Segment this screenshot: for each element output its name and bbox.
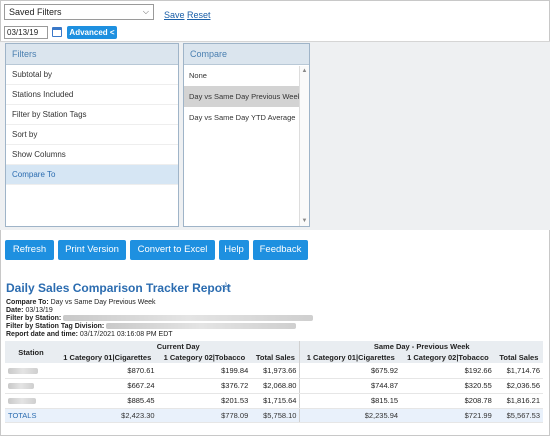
col-cat1-previous[interactable]: 1 Category 01|Cigarettes <box>299 352 402 363</box>
col-total-previous[interactable]: Total Sales <box>494 352 543 363</box>
meta-date-label: Date: <box>6 307 24 314</box>
advanced-toggle-button[interactable]: Advanced < <box>67 26 117 39</box>
saved-filters-select[interactable]: Saved Filters ⌵ <box>4 4 154 20</box>
redacted-value <box>8 383 34 390</box>
filters-panel-title: Filters <box>6 44 178 65</box>
compare-panel-title: Compare <box>184 44 309 65</box>
col-cat1-current[interactable]: 1 Category 01|Cigarettes <box>57 352 158 363</box>
total-ptotal: $5,567.53 <box>494 407 543 423</box>
cell-c1: $870.61 <box>57 363 158 379</box>
filter-item-sort-by[interactable]: Sort by <box>6 125 178 145</box>
totals-row: TOTALS $2,423.30 $778.09 $5,758.10 $2,23… <box>5 407 543 423</box>
total-p2: $721.99 <box>401 407 495 423</box>
meta-filter-tag: Filter by Station Tag Division: <box>6 323 297 331</box>
cell-ptotal: $1,816.21 <box>494 393 543 409</box>
col-cat2-current[interactable]: 1 Category 02|Tobacco <box>157 352 252 363</box>
meta-datetime-label: Report date and time: <box>6 331 78 338</box>
cell-total: $1,715.64 <box>251 393 300 409</box>
cell-total: $2,068.80 <box>251 378 300 394</box>
cell-p2: $192.66 <box>401 363 495 379</box>
chevron-down-icon: ⌵ <box>142 7 149 16</box>
total-c1: $2,423.30 <box>57 407 158 423</box>
station-cell <box>5 393 57 409</box>
cell-ptotal: $1,714.76 <box>494 363 543 379</box>
filters-panel: Filters Subtotal by Stations Included Fi… <box>5 43 179 227</box>
cell-c2: $376.72 <box>157 378 252 394</box>
table-row: $667.24 $376.72 $2,068.80 $744.87 $320.5… <box>5 378 543 394</box>
redacted-value <box>63 315 314 322</box>
total-total: $5,758.10 <box>251 407 300 423</box>
col-total-current[interactable]: Total Sales <box>251 352 300 363</box>
redacted-value <box>8 398 36 405</box>
cell-c2: $199.84 <box>157 363 252 379</box>
cell-c2: $201.53 <box>157 393 252 409</box>
meta-report-datetime: Report date and time: 03/17/2021 03:16:0… <box>6 331 173 339</box>
total-c2: $778.09 <box>157 407 252 423</box>
current-day-header: Current Day <box>57 341 300 352</box>
calendar-icon[interactable] <box>52 27 62 37</box>
scroll-down-icon[interactable]: ▼ <box>301 218 308 224</box>
filter-item-compare-to[interactable]: Compare To <box>6 165 178 185</box>
date-input[interactable]: 03/13/19 <box>4 26 48 39</box>
totals-label: TOTALS <box>5 407 57 423</box>
filter-item-show-columns[interactable]: Show Columns <box>6 145 178 165</box>
station-cell <box>5 363 57 379</box>
table-row: $885.45 $201.53 $1,715.64 $815.15 $208.7… <box>5 393 543 409</box>
compare-scrollbar[interactable]: ▲ ▼ <box>299 66 309 226</box>
report-title: Daily Sales Comparison Tracker Report <box>6 281 231 295</box>
refresh-button[interactable]: Refresh <box>5 240 54 260</box>
meta-date-value: 03/13/19 <box>25 307 53 314</box>
meta-compare-label: Compare To: <box>6 299 49 306</box>
print-version-button[interactable]: Print Version <box>58 240 126 260</box>
cell-p2: $320.55 <box>401 378 495 394</box>
compare-option-none[interactable]: None <box>189 71 207 80</box>
filter-item-subtotal-by[interactable]: Subtotal by <box>6 65 178 85</box>
reset-link[interactable]: Reset <box>187 10 211 20</box>
save-link[interactable]: Save <box>164 10 185 20</box>
redacted-value <box>8 367 38 374</box>
meta-datetime-value: 03/17/2021 03:16:08 PM EDT <box>79 331 173 338</box>
cell-p1: $815.15 <box>299 393 402 409</box>
filter-item-stations-included[interactable]: Stations Included <box>6 85 178 105</box>
total-p1: $2,235.94 <box>299 407 402 423</box>
meta-filter-tag-label: Filter by Station Tag Division: <box>6 323 105 330</box>
feedback-button[interactable]: Feedback <box>253 240 308 260</box>
redacted-value <box>106 323 297 330</box>
favorite-star-icon[interactable]: ☆ <box>220 279 232 294</box>
filter-item-station-tags[interactable]: Filter by Station Tags <box>6 105 178 125</box>
meta-compare-to: Compare To: Day vs Same Day Previous Wee… <box>6 299 156 307</box>
meta-date: Date: 03/13/19 <box>6 307 53 315</box>
station-cell <box>5 378 57 394</box>
cell-ptotal: $2,036.56 <box>494 378 543 394</box>
col-cat2-previous[interactable]: 1 Category 02|Tobacco <box>401 352 495 363</box>
report-table: Station Current Day Same Day - Previous … <box>5 341 543 423</box>
meta-filter-station: Filter by Station: <box>6 315 314 323</box>
cell-c1: $885.45 <box>57 393 158 409</box>
station-header[interactable]: Station <box>5 341 57 363</box>
cell-p2: $208.78 <box>401 393 495 409</box>
table-row: $870.61 $199.84 $1,973.66 $675.92 $192.6… <box>5 363 543 379</box>
compare-panel: Compare None Day vs Same Day Previous We… <box>183 43 310 227</box>
previous-week-header: Same Day - Previous Week <box>299 341 543 352</box>
meta-filter-station-label: Filter by Station: <box>6 315 62 322</box>
compare-option-ytd-average[interactable]: Day vs Same Day YTD Average <box>189 113 296 122</box>
compare-option-previous-week[interactable]: Day vs Same Day Previous Week <box>184 86 309 107</box>
cell-total: $1,973.66 <box>251 363 300 379</box>
saved-filters-value: Saved Filters <box>9 7 62 17</box>
help-button[interactable]: Help <box>219 240 249 260</box>
cell-c1: $667.24 <box>57 378 158 394</box>
cell-p1: $675.92 <box>299 363 402 379</box>
meta-compare-value: Day vs Same Day Previous Week <box>50 299 156 306</box>
scroll-up-icon[interactable]: ▲ <box>301 68 308 74</box>
convert-to-excel-button[interactable]: Convert to Excel <box>130 240 215 260</box>
cell-p1: $744.87 <box>299 378 402 394</box>
